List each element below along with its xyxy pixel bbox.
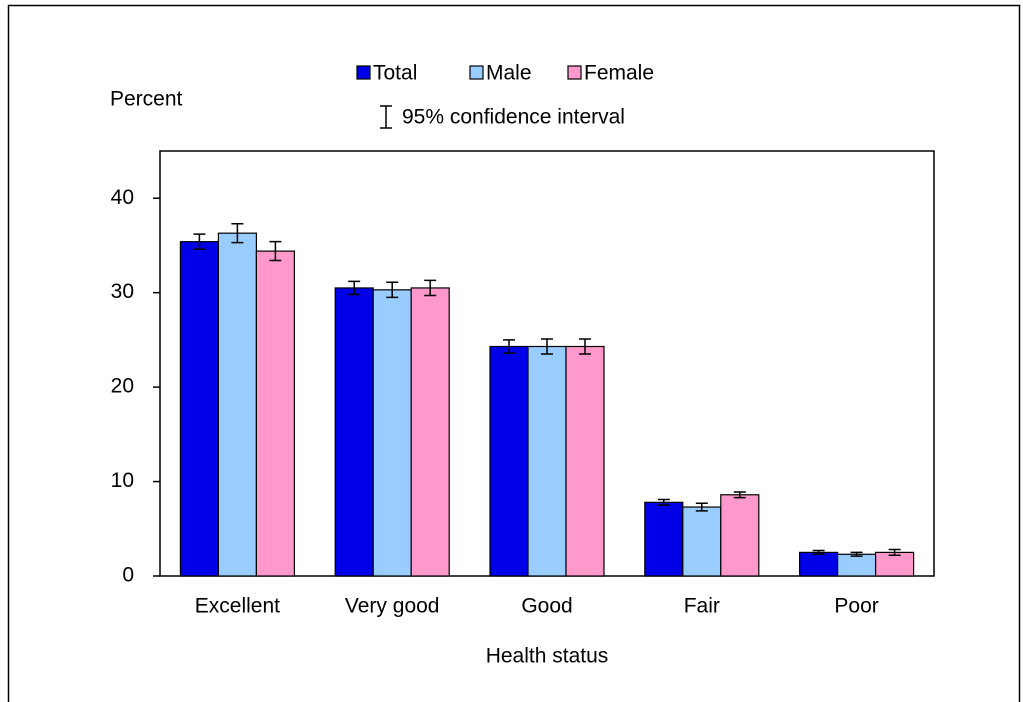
bar xyxy=(720,494,760,577)
y-axis-label: Percent xyxy=(110,88,183,111)
error-bar xyxy=(348,280,361,296)
x-tick-label: Excellent xyxy=(195,595,280,618)
error-bar xyxy=(231,222,244,244)
bar xyxy=(334,287,374,577)
error-bar xyxy=(541,338,553,355)
bar xyxy=(255,250,295,577)
error-bar xyxy=(812,549,825,556)
frame xyxy=(7,4,1021,702)
x-axis-label: Health status xyxy=(486,645,609,668)
y-tick-label: 20 xyxy=(111,375,134,398)
error-bar xyxy=(657,498,670,506)
bar xyxy=(644,501,684,577)
y-tick-label: 40 xyxy=(111,186,134,209)
error-bar xyxy=(386,281,399,299)
y-tick-label: 30 xyxy=(111,280,134,303)
legend-swatch xyxy=(567,65,582,80)
error-bar xyxy=(193,233,206,250)
y-tick-label: 10 xyxy=(111,469,134,492)
x-tick-label: Fair xyxy=(684,595,720,618)
x-tick-label: Poor xyxy=(834,595,878,618)
legend-swatch xyxy=(469,65,484,80)
y-tick-label: 0 xyxy=(122,564,134,587)
legend-swatch xyxy=(356,65,371,80)
error-bar xyxy=(269,240,282,262)
error-bar xyxy=(733,491,746,499)
bar xyxy=(798,551,839,577)
bar xyxy=(489,345,529,577)
x-tick-label: Good xyxy=(521,595,572,618)
legend-label: Male xyxy=(486,62,532,85)
error-bar xyxy=(503,339,515,354)
ci-legend: 95% confidence interval xyxy=(380,105,625,129)
error-bar xyxy=(695,502,708,512)
ci-label: 95% confidence interval xyxy=(402,106,625,129)
bar xyxy=(410,287,450,577)
legend-label: Female xyxy=(584,62,654,85)
error-bar xyxy=(888,548,901,556)
x-tick-label: Very good xyxy=(345,595,440,618)
bar xyxy=(217,232,257,577)
bar xyxy=(527,345,567,577)
error-bar xyxy=(579,338,591,355)
bar xyxy=(836,553,877,577)
bar xyxy=(372,289,412,577)
error-bar xyxy=(424,279,437,297)
error-bar xyxy=(850,551,863,557)
bar xyxy=(565,345,605,577)
bar xyxy=(179,241,219,577)
legend-label: Total xyxy=(373,62,417,85)
bar xyxy=(682,506,722,577)
